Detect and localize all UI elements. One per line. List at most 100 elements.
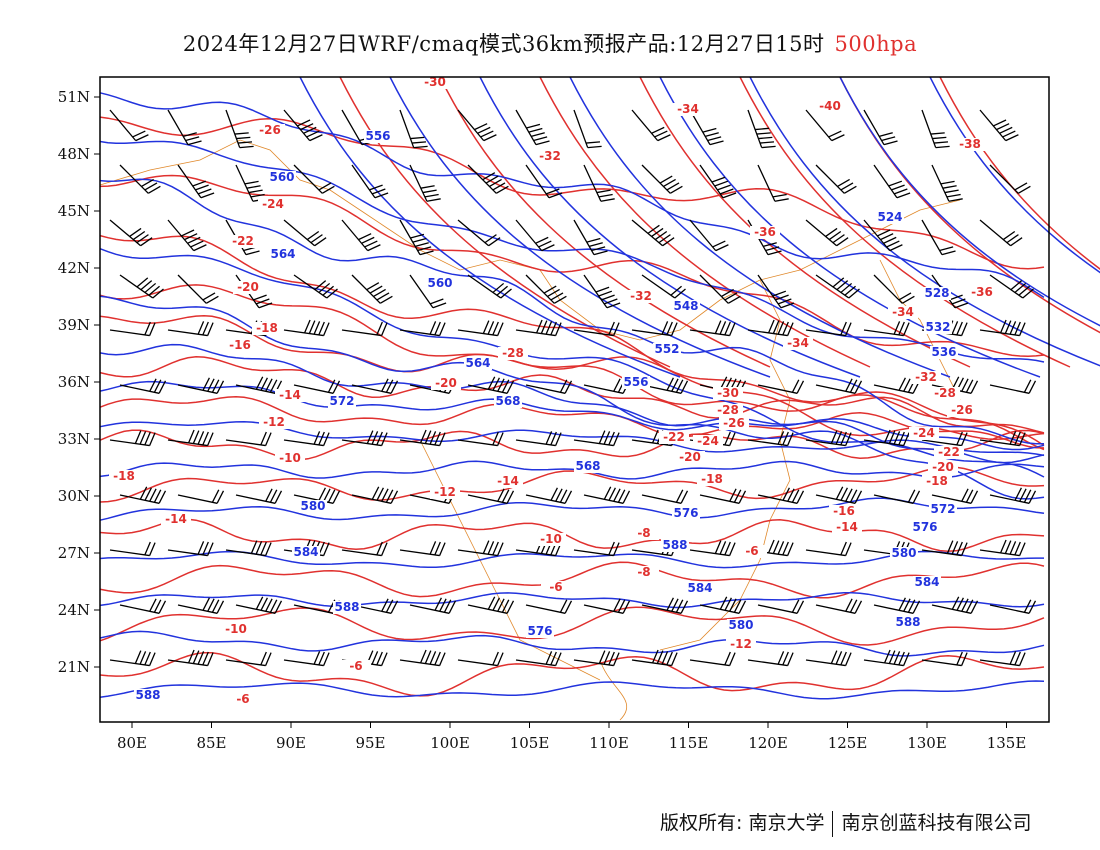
wind-barb: [699, 164, 737, 199]
y-tick-label: 27N: [58, 544, 90, 562]
wind-barb: [467, 376, 515, 394]
wind-barb: [689, 651, 736, 667]
temperature-contour-label: -32: [539, 149, 561, 163]
temperature-contour-label: -20: [435, 376, 457, 390]
wind-barb: [631, 219, 675, 247]
wind-barb: [815, 378, 863, 394]
wind-barb: [457, 651, 504, 667]
temperature-contour-label: -24: [262, 197, 284, 211]
wind-barb: [805, 430, 852, 447]
wind-barb: [167, 429, 214, 447]
height-contour-label: 572: [329, 394, 354, 408]
temperature-contour-label: -24: [697, 434, 719, 448]
wind-barb: [119, 598, 167, 614]
x-tick-label: 95E: [355, 734, 385, 752]
wind-barb: [699, 488, 747, 504]
wind-barb: [921, 109, 950, 149]
wind-barb: [863, 219, 903, 252]
height-contour-label: 560: [269, 170, 294, 184]
wind-barb: [283, 109, 323, 142]
temperature-contour-line: [99, 518, 1045, 553]
height-contour-line: [99, 630, 1045, 657]
wind-barb: [351, 486, 399, 504]
height-contour-label: 584: [914, 575, 939, 589]
wind-barb: [283, 431, 330, 447]
height-contour-label: 564: [270, 247, 295, 261]
temperature-contour-line: [739, 76, 1071, 368]
height-contour-line: [839, 76, 1100, 327]
axis-labels: 80E 85E 90E 95E 100E 105E 110E 115E 120E 125E 130E…: [58, 88, 1027, 752]
wind-barb: [515, 431, 562, 447]
wind-barb: [109, 109, 149, 142]
wind-barb: [109, 321, 156, 337]
temperature-contour-label: -14: [279, 388, 301, 402]
wind-barb: [863, 109, 898, 146]
wind-barb: [119, 486, 167, 504]
height-contour-label: 584: [687, 581, 712, 595]
wind-barb: [757, 487, 805, 504]
temperature-contour-label: -32: [630, 289, 652, 303]
wind-barb: [979, 219, 1023, 247]
y-tick-label: 30N: [58, 487, 90, 505]
temperature-contour-line: [99, 466, 1045, 503]
wind-barb: [979, 539, 1026, 557]
y-tick-label: 21N: [58, 658, 90, 676]
wind-barb: [757, 379, 805, 394]
wind-barb: [873, 164, 911, 199]
footer-separator: [832, 810, 834, 837]
wind-barb: [747, 651, 794, 667]
wind-barb: [979, 319, 1026, 337]
height-contour-line: [749, 76, 1100, 367]
height-contour-label: 548: [673, 299, 698, 313]
wind-barb: [931, 488, 979, 504]
wind-barb: [235, 376, 283, 394]
wind-barb: [689, 540, 736, 557]
wind-barb: [177, 164, 215, 199]
height-contour-line: [99, 421, 1045, 457]
wind-barb: [921, 651, 968, 667]
height-contour-line: [99, 178, 1045, 445]
wind-barb: [515, 319, 562, 337]
title-level: 500hpa: [834, 32, 918, 56]
wind-barb: [467, 164, 509, 194]
map-frame: [99, 76, 1050, 723]
temperature-contour-label: -22: [663, 430, 685, 444]
temperature-contour-line: [539, 76, 871, 368]
temperature-contour-label: -26: [723, 416, 745, 430]
wind-barb: [399, 649, 446, 667]
wind-barb: [167, 321, 214, 337]
height-contour-label: 572: [930, 502, 955, 516]
x-tick-label: 105E: [510, 734, 550, 752]
height-contour-label: 580: [300, 499, 325, 513]
wind-barb: [573, 430, 620, 447]
temperature-contour-label: -18: [256, 321, 278, 335]
temperature-contour-label: -38: [959, 137, 981, 151]
wind-barb: [815, 598, 863, 614]
height-contour-line: [299, 76, 681, 378]
temperature-contour-line: [99, 606, 1045, 646]
contour-labels: 556 560 564 560 588 548 552 556 568 564 572 576 580 5…: [109, 75, 997, 706]
y-tick-label: 24N: [58, 601, 90, 619]
temperature-contour-label: -28: [502, 346, 524, 360]
wind-barb: [119, 164, 161, 194]
wind-barb: [815, 274, 860, 299]
temperature-contour-label: -18: [701, 472, 723, 486]
wind-barb: [989, 164, 1031, 194]
wind-barb: [979, 431, 1026, 447]
temperature-contour-label: -12: [263, 415, 285, 429]
temperature-contour-label: -24: [913, 426, 935, 440]
wind-barb: [167, 649, 214, 667]
height-contour-label: 528: [924, 286, 949, 300]
temperature-contour-label: -26: [259, 123, 281, 137]
wind-barb: [805, 541, 852, 557]
temperature-contour-label: -6: [349, 659, 362, 673]
temperature-contour-label: -22: [938, 445, 960, 459]
wind-barb: [351, 274, 393, 304]
temperature-contour-label: -6: [236, 692, 249, 706]
wind-barb: [225, 109, 254, 149]
wind-barb: [525, 599, 573, 614]
height-contour-line: [99, 92, 1045, 299]
height-contour-line: [569, 76, 951, 378]
temperature-contour-label: -16: [229, 338, 251, 352]
wind-barb: [989, 487, 1037, 504]
